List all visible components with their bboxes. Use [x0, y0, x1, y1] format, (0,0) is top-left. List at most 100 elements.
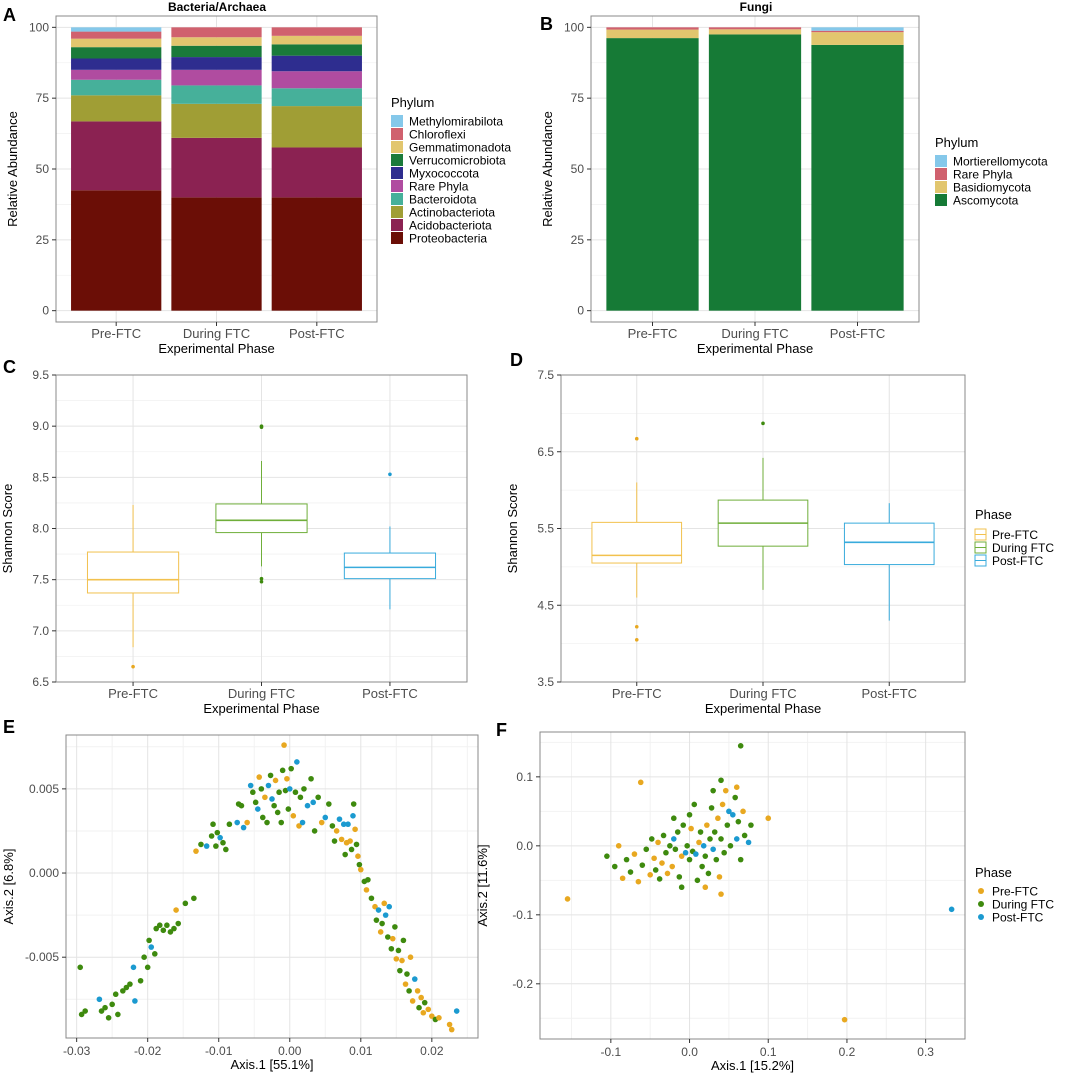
- y-tick-label: 6.5: [32, 675, 49, 689]
- bar-segment-myxococcota: [71, 58, 162, 70]
- data-point: [285, 806, 292, 812]
- bar-segment-gemmatimonadota: [271, 35, 362, 45]
- legend-title: Phylum: [935, 135, 978, 150]
- y-tick-label: 7.5: [537, 368, 554, 382]
- data-point: [329, 823, 336, 829]
- legend-swatch: [391, 154, 403, 166]
- data-point: [611, 863, 618, 870]
- x-tick-label: 0.0: [681, 1045, 698, 1059]
- data-point: [96, 996, 103, 1003]
- y-tick-label: 75: [36, 91, 50, 105]
- data-point: [669, 863, 676, 870]
- box-iqr: [591, 521, 683, 564]
- data-point: [735, 818, 742, 825]
- data-point: [198, 841, 204, 848]
- legend-label: Bacteroidota: [409, 193, 477, 207]
- bar-segment-myxococcota: [271, 55, 362, 72]
- data-point: [719, 801, 726, 808]
- data-point: [718, 777, 724, 784]
- data-point: [429, 1013, 435, 1019]
- data-point: [647, 872, 653, 878]
- data-point: [357, 866, 364, 873]
- panel-A-legend: Phylum MethylomirabilotaChloroflexiGemma…: [391, 95, 511, 246]
- bar-segment-basidiomycota: [606, 29, 699, 39]
- data-point: [411, 976, 418, 982]
- data-point: [716, 874, 723, 880]
- data-point: [267, 772, 274, 779]
- legend-title: Phase: [975, 865, 1012, 880]
- x-axis-title: Experimental Phase: [697, 341, 813, 356]
- x-tick-label: Pre-FTC: [108, 686, 158, 701]
- y-tick-label: 5.5: [537, 522, 554, 536]
- bar-segment-proteobacteria: [171, 197, 262, 311]
- bar-segment-verrucomicrobiota: [271, 44, 362, 56]
- bar-segment-ascomycota: [606, 38, 699, 311]
- x-tick-label: 0.00: [278, 1044, 302, 1058]
- data-point: [699, 863, 705, 870]
- data-point: [102, 1004, 108, 1011]
- data-point: [672, 846, 679, 853]
- data-point: [193, 848, 199, 854]
- data-point: [664, 870, 671, 877]
- bar-segment-actinobacteriota: [71, 95, 162, 122]
- outlier-point: [634, 637, 639, 642]
- data-point: [678, 853, 685, 859]
- x-axis-title: Experimental Phase: [158, 341, 274, 356]
- data-point: [399, 957, 405, 964]
- data-point: [693, 851, 699, 857]
- data-point: [301, 786, 307, 792]
- outlier-point: [131, 664, 135, 669]
- legend-swatch: [391, 232, 403, 244]
- legend-swatch: [935, 155, 947, 167]
- data-point: [217, 834, 223, 841]
- data-point: [635, 878, 642, 885]
- data-point: [290, 813, 297, 819]
- data-point: [631, 851, 638, 857]
- data-point: [436, 1015, 442, 1021]
- panel-E-ordination-scatter: -0.03 -0.02 -0.01 0.00 0.01 0.02 -0.005 0.000 0.…: [1, 734, 479, 1072]
- outlier-point: [761, 421, 765, 426]
- data-point: [342, 851, 348, 858]
- legend-swatch: [391, 167, 403, 179]
- plot-background: [66, 735, 478, 1038]
- x-tick-label: Pre-FTC: [628, 326, 678, 341]
- legend-label: Verrucomicrobiota: [409, 154, 506, 168]
- data-point: [355, 853, 361, 859]
- data-point: [348, 846, 355, 853]
- x-tick-label: 0.3: [917, 1045, 934, 1059]
- data-point: [381, 900, 388, 907]
- data-point: [404, 971, 410, 977]
- data-point: [123, 984, 130, 991]
- data-point: [656, 876, 663, 882]
- data-point: [292, 789, 299, 796]
- data-point: [315, 794, 321, 801]
- bar-segment-rare-phyla: [71, 69, 162, 80]
- data-point: [379, 920, 385, 927]
- legend-key-point: [978, 914, 984, 920]
- y-tick-label: 0.000: [29, 866, 59, 880]
- data-point: [741, 832, 748, 839]
- data-point: [115, 1011, 121, 1018]
- panel-letter-B: B: [540, 14, 553, 34]
- y-axis-title: Axis.2 [6.8%]: [1, 849, 16, 925]
- data-point: [623, 856, 630, 863]
- data-point: [240, 824, 247, 831]
- data-point: [730, 811, 736, 818]
- data-point: [740, 808, 746, 815]
- data-point: [167, 929, 174, 935]
- plot-frame: [539, 731, 966, 1040]
- panel-B-stacked-bar-chart: 0 25 50 75 100 Relative Abundance Pre-FTC Durin…: [540, 15, 920, 356]
- data-point: [414, 988, 421, 994]
- data-point: [660, 832, 667, 839]
- data-point: [297, 794, 304, 801]
- data-point: [311, 828, 318, 834]
- data-point: [282, 787, 289, 794]
- data-point: [127, 981, 133, 987]
- x-tick-label: During FTC: [228, 686, 295, 701]
- data-point: [372, 903, 378, 910]
- data-point: [296, 823, 302, 829]
- data-point: [737, 742, 744, 749]
- y-tick-label: 8.0: [32, 522, 49, 536]
